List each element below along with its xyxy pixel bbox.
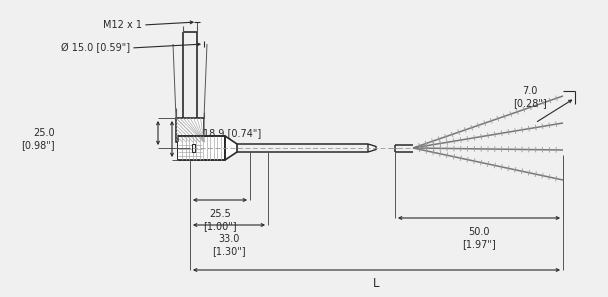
Bar [178,142,202,160]
Text: 25.5
[1.00"]: 25.5 [1.00"] [203,209,237,230]
Bar [178,142,202,160]
Text: Ø 15.0 [0.59"]: Ø 15.0 [0.59"] [61,43,130,53]
Text: 25.0
[0.98"]: 25.0 [0.98"] [21,128,55,150]
Polygon shape [225,136,237,160]
Polygon shape [368,144,376,152]
Text: 33.0
[1.30"]: 33.0 [1.30"] [212,234,246,256]
Text: M12 x 1: M12 x 1 [103,20,142,30]
Text: L: L [373,277,380,290]
Text: 50.0
[1.97"]: 50.0 [1.97"] [462,227,496,249]
Text: 18.9 [0.74"]: 18.9 [0.74"] [203,128,261,138]
Bar [178,136,225,160]
Bar [192,144,195,152]
Text: 7.0
[0.28"]: 7.0 [0.28"] [513,86,547,108]
Bar [176,118,204,142]
